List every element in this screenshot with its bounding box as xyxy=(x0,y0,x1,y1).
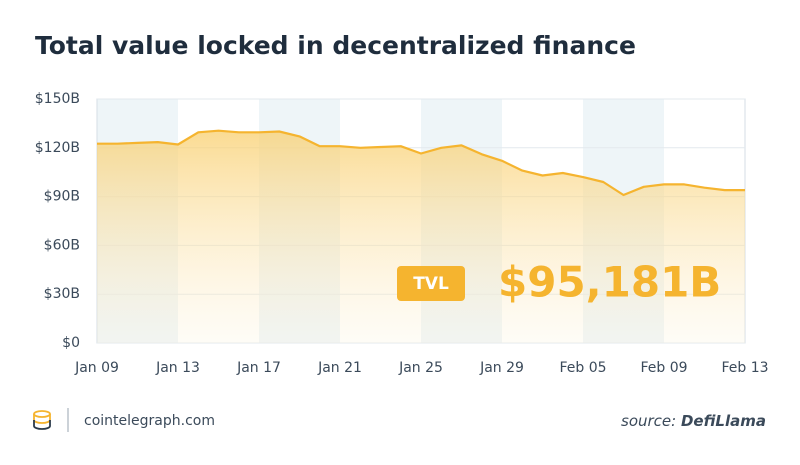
x-tick-label: Feb 13 xyxy=(721,360,768,376)
badge xyxy=(397,266,465,301)
y-tick-label: $120B xyxy=(35,140,80,156)
x-tick-label: Jan 25 xyxy=(398,360,443,376)
badge-label: TVL xyxy=(413,274,449,294)
x-tick-label: Feb 05 xyxy=(559,360,606,376)
x-tick-label: Jan 09 xyxy=(74,360,119,376)
x-tick-label: Jan 29 xyxy=(479,360,524,376)
y-tick-label: $60B xyxy=(44,237,80,253)
footer: cointelegraph.com source: DefiLlama xyxy=(33,408,766,432)
x-tick-label: Jan 17 xyxy=(236,360,281,376)
area xyxy=(97,130,745,343)
annotation-value: $95,181B xyxy=(498,258,721,307)
line xyxy=(97,129,745,197)
y-tick-label: $150B xyxy=(35,91,80,107)
site-name: cointelegraph.com xyxy=(84,413,215,429)
x-tick-label: Jan 13 xyxy=(155,360,200,376)
y-tick-label: $30B xyxy=(44,286,80,302)
x-tick-label: Jan 21 xyxy=(317,360,362,376)
source-name: DefiLlama xyxy=(681,412,766,430)
x-tick-label: Feb 09 xyxy=(640,360,687,376)
source-label: source: xyxy=(621,412,676,430)
logo xyxy=(33,410,51,430)
y-tick-label: $90B xyxy=(44,189,80,205)
source: source: DefiLlama xyxy=(621,412,766,430)
chart-title: Total value locked in decentralized fina… xyxy=(35,31,636,60)
y-tick-label: $0 xyxy=(62,335,80,351)
